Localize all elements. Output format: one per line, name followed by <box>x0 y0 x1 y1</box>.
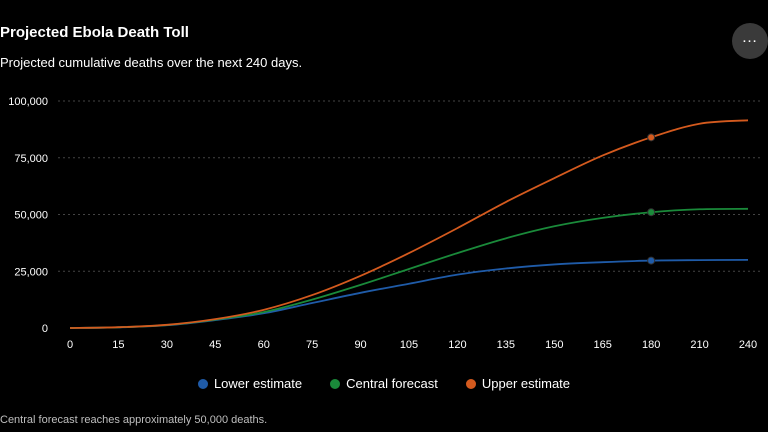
chart-legend: Lower estimate Central forecast Upper esti… <box>0 376 768 391</box>
x-tick-label: 90 <box>354 339 366 351</box>
y-tick-label: 0 <box>42 323 48 335</box>
legend-label: Central forecast <box>346 376 438 391</box>
series-point-marker[interactable] <box>647 208 656 217</box>
legend-label: Lower estimate <box>213 376 303 391</box>
x-tick-label: 165 <box>594 339 612 351</box>
legend-swatch <box>197 378 208 389</box>
x-tick-label: 180 <box>642 339 660 351</box>
x-tick-label: 150 <box>545 339 563 351</box>
line-chart: 0 25,000 50,000 75,000 100,000 0 15 30 45 60 75 90… <box>8 96 760 351</box>
series-line[interactable] <box>69 119 749 329</box>
x-tick-label: 0 <box>67 339 73 351</box>
legend-swatch <box>330 378 341 389</box>
ellipsis-icon: … <box>741 29 759 46</box>
grid-lines <box>58 100 760 272</box>
x-tick-label: 135 <box>497 339 515 351</box>
x-tick-label: 60 <box>258 339 270 351</box>
y-axis-ticks: 0 25,000 50,000 75,000 100,000 <box>8 96 48 335</box>
series-line[interactable] <box>69 259 749 329</box>
legend-swatch <box>465 378 476 389</box>
y-tick-label: 50,000 <box>14 210 48 222</box>
y-tick-label: 25,000 <box>14 266 48 278</box>
legend-item[interactable]: Central forecast <box>330 376 438 391</box>
x-tick-label: 45 <box>209 339 221 351</box>
chart-title: Projected Ebola Death Toll <box>0 24 189 41</box>
series-point-marker[interactable] <box>647 133 656 142</box>
x-tick-label: 15 <box>112 339 124 351</box>
x-tick-label: 75 <box>306 339 318 351</box>
series-line[interactable] <box>69 207 749 329</box>
x-tick-label: 30 <box>161 339 173 351</box>
x-tick-label: 120 <box>448 339 466 351</box>
y-tick-label: 100,000 <box>8 96 48 108</box>
x-tick-label: 105 <box>400 339 418 351</box>
series-point-marker[interactable] <box>647 256 656 265</box>
legend-label: Upper estimate <box>481 376 571 391</box>
chart-subtitle: Projected cumulative deaths over the nex… <box>0 55 303 70</box>
chart-footnote: Central forecast reaches approximately 5… <box>0 414 268 426</box>
x-axis-ticks: 0 15 30 45 60 75 90 105 120 135 150 165 180 210 240 <box>67 339 757 351</box>
series-lines <box>69 119 749 329</box>
legend-item[interactable]: Lower estimate <box>197 376 303 391</box>
x-tick-label: 240 <box>739 339 757 351</box>
series-markers <box>647 133 656 265</box>
y-tick-label: 75,000 <box>14 153 48 165</box>
x-tick-label: 210 <box>690 339 708 351</box>
legend-item[interactable]: Upper estimate <box>465 376 571 391</box>
more-options-button[interactable]: … <box>732 23 768 59</box>
